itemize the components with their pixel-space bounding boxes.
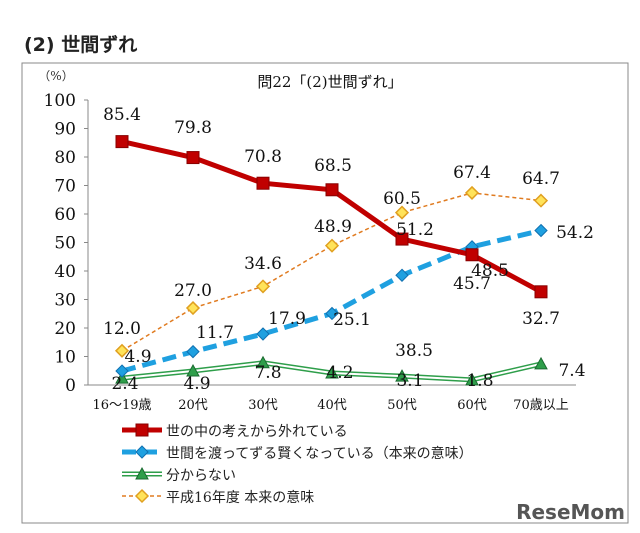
data-point-0-3 (325, 183, 339, 197)
x-tick-label: 16～19歳 (92, 398, 151, 413)
data-label: 48.5 (471, 261, 509, 281)
data-label: 17.9 (268, 309, 306, 329)
y-tick-label: 40 (54, 262, 76, 282)
chart-title: 問22「(2)世間ずれ」 (257, 73, 402, 91)
data-label: 25.1 (333, 310, 371, 330)
x-tick-label: 40代 (317, 398, 347, 413)
data-label: 7.8 (254, 363, 281, 383)
legend-entry-1: 世間を渡ってずる賢くなっている（本来の意味） (166, 445, 473, 462)
legend-marker-3 (134, 488, 150, 504)
y-tick-label: 50 (54, 234, 76, 254)
data-point-1-2 (256, 327, 270, 341)
data-point-2-3 (325, 365, 339, 379)
data-point-3-4 (394, 205, 410, 220)
data-label: 67.4 (453, 163, 491, 183)
x-tick-label: 30代 (248, 398, 278, 413)
y-tick-label: 10 (54, 348, 76, 368)
legend-entry-2: 分からない (166, 468, 236, 484)
data-point-3-2 (255, 279, 271, 294)
data-label: 27.0 (174, 281, 212, 301)
data-label: 4.9 (124, 347, 151, 367)
data-label: 3.1 (396, 371, 423, 391)
legend-entry-0: 世の中の考えから外れている (166, 424, 348, 440)
data-label: 4.9 (183, 374, 210, 394)
data-label: 34.6 (244, 254, 282, 274)
data-point-3-0 (114, 343, 130, 358)
data-label: 64.7 (522, 169, 560, 189)
legend-entry-3: 平成16年度 本来の意味 (166, 489, 314, 506)
data-point-1-1 (186, 344, 200, 359)
data-point-3-6 (533, 193, 549, 208)
data-label: 1.8 (466, 371, 493, 391)
data-point-0-5 (465, 248, 479, 262)
y-tick-label: 0 (65, 376, 76, 396)
y-tick-label: 20 (54, 319, 76, 339)
legend-marker-0 (135, 423, 149, 437)
data-label: 38.5 (395, 341, 433, 361)
chart-frame (21, 62, 629, 524)
data-point-3-3 (324, 238, 340, 253)
data-point-1-0 (115, 364, 129, 378)
data-point-2-4 (395, 369, 409, 382)
y-tick-label: 30 (54, 291, 76, 311)
data-point-2-2 (256, 355, 270, 369)
y-tick-label: 60 (54, 205, 76, 225)
data-point-3-5 (464, 185, 480, 200)
data-point-2-1 (186, 363, 200, 377)
data-label: 68.5 (314, 156, 352, 176)
data-label: 70.8 (244, 147, 282, 167)
data-label: 85.4 (103, 105, 141, 125)
data-label: 7.4 (558, 361, 585, 381)
data-point-0-2 (256, 176, 270, 190)
y-tick-label: 80 (54, 148, 76, 168)
watermark-logo: ReseMom (516, 500, 625, 524)
data-label: 11.7 (196, 323, 234, 343)
data-label: 48.9 (314, 217, 352, 237)
data-label: 51.2 (396, 220, 434, 240)
data-label: 4.2 (326, 363, 353, 383)
data-point-1-4 (395, 268, 409, 282)
legend-marker-2 (135, 466, 149, 480)
data-label: 54.2 (556, 223, 594, 243)
legend-marker-1 (135, 445, 149, 459)
y-axis-label: （%） (38, 69, 73, 83)
data-label: 2.4 (111, 374, 138, 394)
section-heading: (2) 世間ずれ (24, 34, 138, 56)
data-label: 32.7 (522, 309, 560, 329)
data-point-0-4 (395, 232, 409, 246)
data-label: 12.0 (103, 319, 141, 339)
data-label: 79.8 (174, 118, 212, 138)
y-tick-label: 70 (54, 177, 76, 197)
y-tick-label: 100 (44, 91, 76, 111)
data-point-3-1 (185, 300, 201, 316)
data-point-2-6 (534, 356, 548, 370)
data-point-2-5 (465, 372, 479, 386)
x-tick-label: 50代 (387, 398, 417, 413)
data-label: 45.7 (453, 274, 491, 294)
x-tick-label: 60代 (457, 398, 487, 413)
data-label: 60.5 (383, 189, 421, 209)
data-point-1-3 (325, 306, 339, 321)
data-point-0-1 (186, 151, 200, 165)
y-tick-label: 90 (54, 120, 76, 140)
x-tick-label: 70歳以上 (513, 398, 569, 413)
data-point-0-0 (115, 135, 129, 149)
data-point-0-6 (534, 285, 548, 299)
data-point-1-6 (534, 223, 548, 238)
x-tick-label: 20代 (178, 398, 208, 413)
